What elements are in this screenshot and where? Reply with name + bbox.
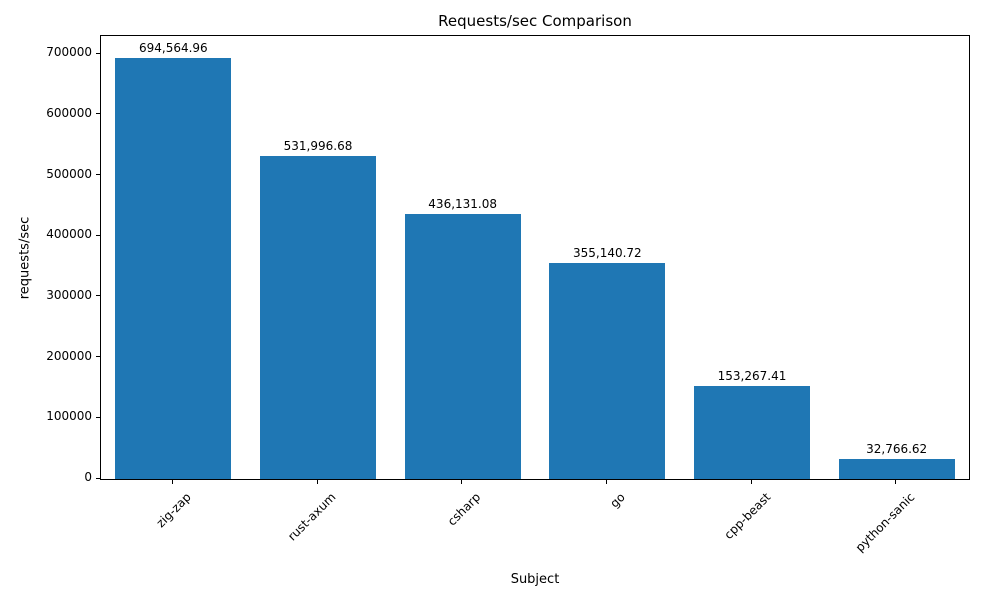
bar-value-label: 355,140.72	[572, 246, 642, 261]
y-tick-label: 100000	[46, 409, 92, 424]
y-tick-mark	[96, 113, 100, 115]
bar-value-label: 153,267.41	[717, 369, 787, 383]
bar-zig-zap	[115, 57, 232, 479]
chart-title: Requests/sec Comparison	[438, 12, 632, 30]
y-tick-mark	[96, 477, 100, 479]
x-tick-mark	[605, 480, 607, 484]
bar-csharp	[404, 214, 521, 479]
y-tick-mark	[96, 416, 100, 418]
x-tick-mark	[461, 480, 463, 484]
y-tick-mark	[96, 52, 100, 54]
y-tick-mark	[96, 174, 100, 176]
bar-value-label: 694,564.96	[138, 40, 208, 55]
x-tick-mark	[895, 480, 897, 484]
y-tick-label: 500000	[46, 166, 92, 181]
y-tick-mark	[96, 295, 100, 297]
bar-go	[549, 263, 666, 479]
y-tick-mark	[96, 356, 100, 358]
y-tick-label: 700000	[46, 45, 92, 60]
x-tick-mark	[750, 480, 752, 484]
y-tick-mark	[96, 234, 100, 236]
bar-value-label: 531,996.68	[283, 139, 353, 154]
bar-rust-axum	[260, 156, 376, 479]
plot-area: 694,564.96 531,996.68 436,131.08 355,140.72…	[100, 35, 970, 480]
bar-value-label: 32,766.62	[866, 442, 928, 457]
bar-python-sanic	[838, 459, 955, 479]
bar-cpp-beast	[694, 386, 810, 479]
y-tick-label: 400000	[46, 227, 92, 242]
y-tick-label: 200000	[46, 348, 92, 363]
y-tick-label: 600000	[46, 105, 92, 120]
x-tick-mark	[316, 480, 318, 484]
x-tick-mark	[171, 480, 173, 484]
y-tick-label: 300000	[46, 287, 92, 302]
y-tick-label: 0	[84, 470, 92, 484]
bar-value-label: 436,131.08	[428, 197, 498, 212]
x-axis-label: Subject	[510, 572, 560, 587]
